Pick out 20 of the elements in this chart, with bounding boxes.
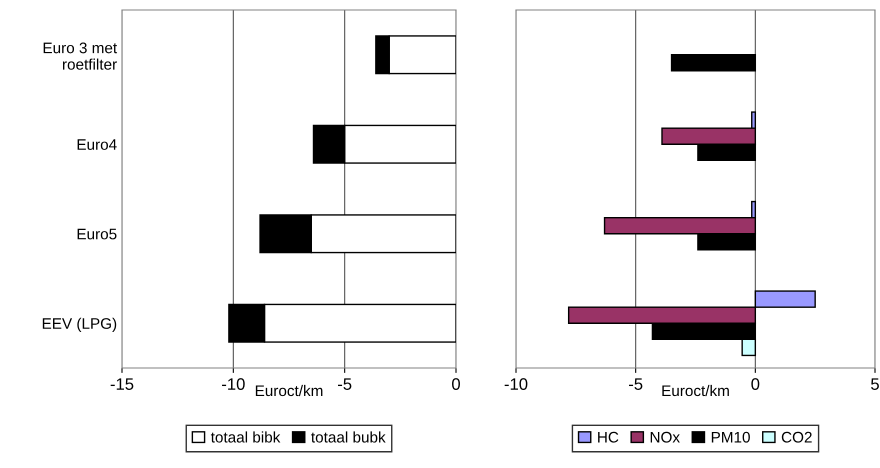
legend-label: totaal bubk — [311, 431, 386, 443]
y-tick-label: Euro 3 met roetfilter — [44, 42, 118, 70]
y-tick-label: Euro4 — [78, 139, 117, 150]
legend-label: HC — [598, 432, 618, 443]
x-axis-title: Euroct/km — [256, 384, 322, 396]
x-tick-label: 0 — [452, 378, 460, 390]
legend-label: CO2 — [782, 432, 812, 443]
legend-label: PM10 — [712, 432, 750, 443]
x-tick-label: -10 — [222, 378, 245, 390]
y-tick-label: EEV (LPG) — [42, 318, 116, 332]
legend-label: NOx — [650, 432, 680, 443]
x-tick-label: -10 — [504, 378, 528, 390]
x-tick-label: -5 — [628, 378, 642, 390]
x-tick-label: 0 — [751, 378, 760, 390]
legend-label: totaal bibk — [210, 431, 280, 443]
x-tick-label: -15 — [110, 378, 134, 390]
y-tick-label: Euro5 — [78, 228, 116, 240]
x-tick-label: 5 — [871, 378, 879, 390]
x-tick-label: -5 — [338, 378, 352, 390]
x-axis-title: Euroct/km — [662, 384, 729, 396]
